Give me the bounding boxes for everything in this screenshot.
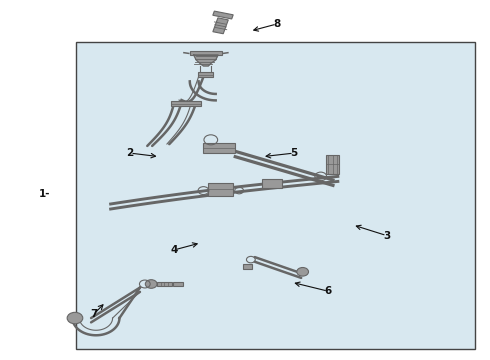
Bar (326, 154, 339, 174)
Bar (76, 42, 475, 348)
Bar (171, 102, 201, 106)
Bar (157, 282, 171, 286)
Text: 1-: 1- (39, 189, 50, 199)
Bar (172, 282, 183, 286)
Circle shape (297, 267, 309, 276)
Circle shape (146, 280, 157, 288)
Text: 4: 4 (171, 245, 178, 255)
Polygon shape (198, 72, 213, 77)
Text: 7: 7 (90, 310, 97, 319)
Bar (208, 183, 233, 195)
Polygon shape (190, 50, 222, 55)
Text: 8: 8 (273, 19, 280, 29)
Text: 6: 6 (324, 286, 332, 296)
Bar (262, 179, 282, 188)
Polygon shape (194, 55, 218, 66)
Bar (203, 143, 235, 153)
Circle shape (67, 312, 83, 324)
Polygon shape (243, 264, 252, 269)
Polygon shape (213, 11, 233, 19)
Text: 5: 5 (290, 148, 297, 158)
Polygon shape (213, 18, 228, 34)
Text: 2: 2 (126, 148, 134, 158)
Text: 3: 3 (383, 231, 391, 240)
